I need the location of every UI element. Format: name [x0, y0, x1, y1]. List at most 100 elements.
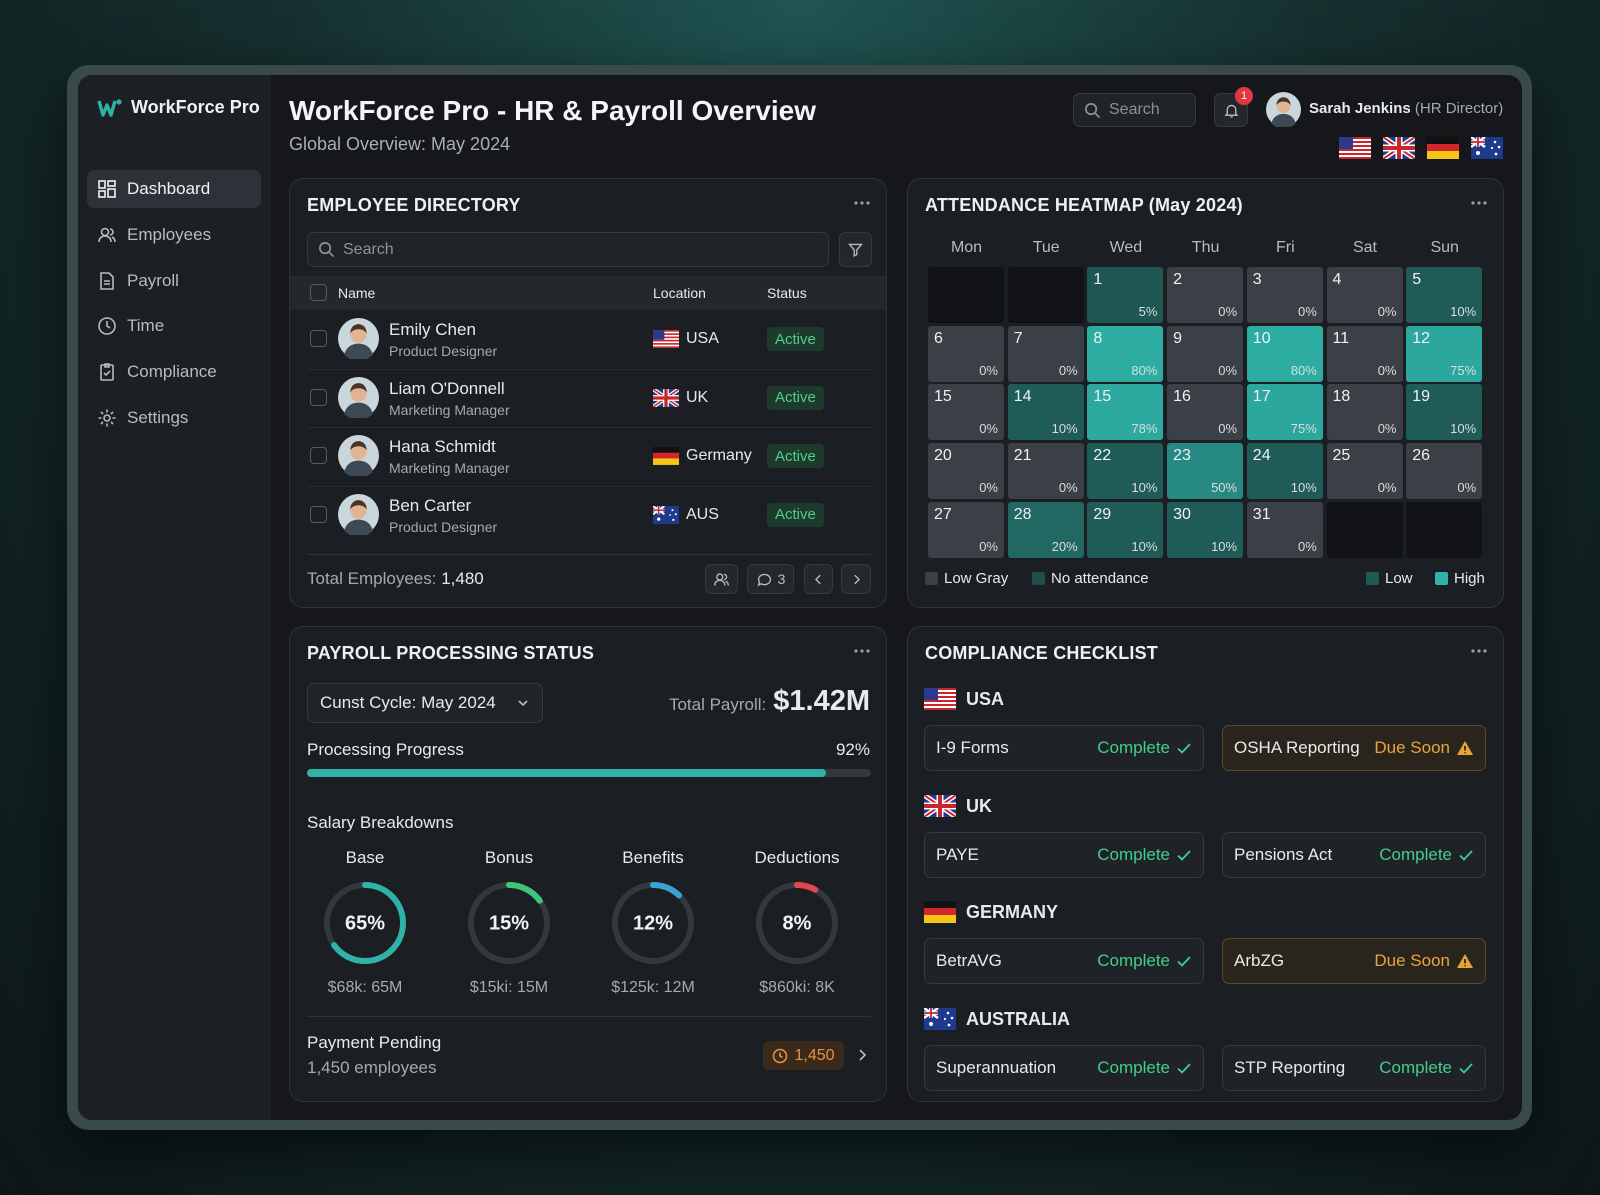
day-percent: 5% [1138, 304, 1158, 319]
donut-label: 15% [489, 912, 529, 934]
more-button[interactable] [854, 649, 870, 653]
weekday-label: Sat [1352, 239, 1377, 256]
payroll-card: PAYROLL PROCESSING STATUS Cunst Cycle: M… [289, 626, 887, 1102]
next-page-button[interactable] [841, 564, 871, 594]
chevron-left [814, 574, 821, 584]
brand: WorkForce Pro [97, 97, 260, 118]
day-percent: 0% [979, 480, 998, 496]
country-name: GERMANY [966, 901, 1059, 922]
day-number: 10 [1252, 329, 1271, 347]
day-percent: 0% [1298, 304, 1317, 319]
donut: 65% [324, 882, 406, 964]
nav-label: Payroll [127, 271, 179, 290]
nav-item[interactable]: Time [87, 307, 261, 345]
global-search[interactable]: Search [1073, 93, 1196, 127]
employee-role: Product Designer [389, 343, 498, 359]
donut-arc [468, 882, 550, 964]
day-number: 26 [1412, 447, 1430, 465]
flag-uk [1383, 137, 1415, 159]
compliance-item[interactable]: BetrAVG Complete [924, 938, 1204, 984]
nav-item[interactable]: Dashboard [87, 170, 261, 208]
heatmap-cell: 17 75% [1246, 384, 1323, 441]
employee-avatar [338, 494, 379, 535]
nav-label: Time [127, 316, 165, 335]
nav-item[interactable]: Settings [87, 399, 261, 437]
flag-australia [1471, 137, 1503, 159]
flag-image [653, 447, 679, 465]
search-placeholder: Search [1109, 101, 1160, 118]
comments-button[interactable]: 3 [747, 564, 794, 594]
row-checkbox[interactable] [310, 330, 327, 347]
day-percent: 0% [1058, 480, 1078, 496]
legend-swatch [1366, 572, 1379, 585]
select-all-checkbox[interactable] [310, 284, 327, 301]
compliance-item[interactable]: ArbZG Due Soon [1222, 938, 1486, 984]
day-number: 14 [1013, 388, 1032, 406]
directory-search[interactable]: Search [307, 232, 829, 267]
item-name: I-9 Forms [936, 738, 1009, 757]
pending-chevron[interactable] [855, 1047, 871, 1063]
flag-image [653, 330, 679, 348]
location-flag [653, 330, 679, 348]
item-name: ArbZG [1234, 951, 1285, 970]
row-divider [307, 485, 871, 487]
country-header: USA [924, 688, 1004, 710]
row-checkbox[interactable] [310, 447, 327, 464]
legend-label: Low Gray [944, 570, 1009, 587]
day-percent: 10% [1211, 538, 1238, 554]
compliance-item[interactable]: Superannuation Complete [924, 1045, 1204, 1091]
compliance-item[interactable]: STP Reporting Complete [1222, 1045, 1486, 1091]
empty-cell [928, 267, 1004, 323]
heatmap-cell: 15 78% [1087, 384, 1164, 441]
row-checkbox[interactable] [310, 505, 327, 523]
nav-item[interactable]: Employees [87, 216, 261, 254]
table-header: Name Location Status [290, 276, 886, 310]
more-button[interactable] [1471, 201, 1487, 205]
employee-avatar [338, 435, 379, 476]
day-number: 4 [1332, 271, 1342, 288]
legend-swatch [925, 572, 938, 585]
status-text: Due Soon [1374, 738, 1450, 757]
day-number: 15 [1093, 388, 1112, 406]
cycle-dropdown[interactable]: Cunst Cycle: May 2024 [307, 683, 543, 723]
heatmap: Mon Tue Wed Thu Fri Sat Sun 1 5% 2 0% 3 0% 4 0% 5 10% 6 0%… [928, 239, 1488, 559]
day-number: 19 [1412, 388, 1430, 406]
status-text: Complete [1097, 951, 1170, 970]
compliance-item[interactable]: PAYE Complete [924, 832, 1204, 878]
compliance-item[interactable]: I-9 Forms Complete [924, 725, 1204, 771]
row-checkbox[interactable] [310, 388, 327, 406]
day-percent: 50% [1211, 480, 1238, 496]
row-divider [307, 368, 871, 370]
heatmap-cell: 11 0% [1326, 325, 1403, 382]
flag-image [653, 506, 679, 524]
status-text: Complete [1097, 738, 1170, 757]
flag-germany [1427, 137, 1459, 159]
compliance-item[interactable]: OSHA Reporting Due Soon [1222, 725, 1486, 771]
item-status: Due Soon [1374, 738, 1474, 758]
progress-percent: 92% [835, 740, 870, 759]
more-button[interactable] [854, 201, 870, 205]
more-button[interactable] [1471, 649, 1487, 653]
legend-label: No attendance [1051, 570, 1149, 587]
day-number: 30 [1173, 505, 1191, 523]
compliance-item[interactable]: Pensions Act Complete [1222, 832, 1486, 878]
heatmap-cell: 23 50% [1167, 443, 1244, 500]
day-number: 16 [1173, 388, 1191, 406]
employee-directory-card: EMPLOYEE DIRECTORY Search Name Location … [289, 178, 887, 608]
team-button[interactable] [705, 564, 738, 594]
day-number: 28 [1013, 505, 1032, 523]
filter-button[interactable] [839, 232, 872, 267]
weekday-label: Tue [1032, 239, 1060, 256]
day-percent: 0% [1218, 362, 1238, 378]
nav-item[interactable]: Compliance [87, 353, 261, 391]
total-payroll-label: Total Payroll: [668, 695, 767, 714]
prev-page-button[interactable] [804, 564, 833, 594]
heatmap-cell: 29 10% [1087, 501, 1164, 558]
clock-icon [773, 1048, 788, 1063]
user-avatar [1266, 92, 1301, 127]
nav-item[interactable]: Payroll [87, 262, 261, 300]
breakdown-name: Deductions [754, 848, 840, 867]
day-number: 2 [1173, 271, 1182, 288]
item-name: Superannuation [936, 1058, 1057, 1077]
day-percent: 78% [1131, 421, 1158, 437]
